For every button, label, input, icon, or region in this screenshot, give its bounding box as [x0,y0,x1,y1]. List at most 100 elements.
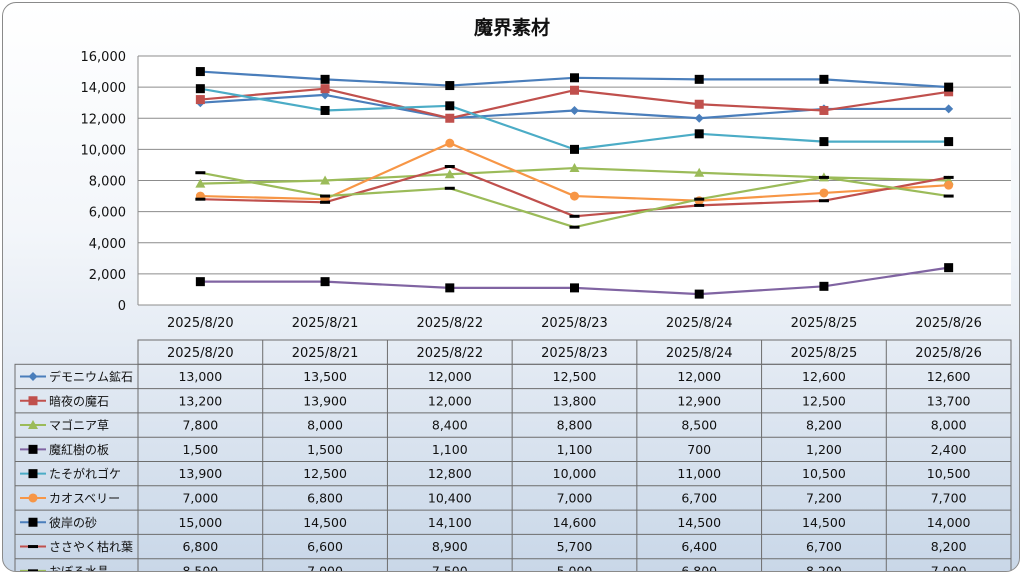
table-header-cell: 2025/8/20 [167,346,234,361]
data-point [195,197,206,201]
data-cell: 12,900 [677,393,721,408]
x-tick-label: 2025/8/20 [167,316,234,331]
data-cell: 6,400 [681,539,717,554]
data-point [569,163,580,173]
series-name: デモニウム鉱石 [49,369,133,384]
data-point [320,175,331,185]
data-point [943,194,954,198]
data-cell: 13,900 [178,466,222,481]
data-point [818,199,829,203]
data-cell: 13,800 [553,393,597,408]
data-cell: 6,700 [681,490,717,505]
data-point [195,178,206,188]
data-cell: 8,500 [182,563,218,572]
data-cell: 1,100 [557,442,593,457]
data-point [570,73,579,83]
data-point [195,171,206,175]
data-cell: 7,000 [931,563,967,572]
data-cell: 7,500 [432,563,468,572]
data-point [819,74,829,84]
series-name: カオスベリー [49,491,120,505]
data-cell: 8,000 [931,418,967,433]
data-point [445,101,455,111]
data-cell: 6,600 [307,539,343,554]
legend-key-marker [28,517,38,527]
data-cell: 14,000 [927,515,971,530]
data-point [570,85,579,95]
data-cell: 10,000 [553,466,597,481]
x-tick-label: 2025/8/22 [416,316,483,331]
line-chart: 0 2,000 4,000 6,000 8,000 10,000 12,000 14,000 1… [14,50,1012,572]
data-cell: 5,000 [557,563,593,572]
data-point [819,188,829,198]
data-cell: 12,000 [428,369,472,384]
data-point [445,138,455,148]
data-cell: 12,600 [802,369,846,384]
legend-key-marker [28,545,38,549]
data-cell: 8,000 [307,418,343,433]
data-point [444,169,455,179]
data-point [570,191,579,201]
series-name: マゴニア草 [49,418,109,433]
table-header-cell: 2025/8/24 [666,346,733,361]
data-point [444,186,455,190]
y-tick-label: 14,000 [81,81,127,96]
y-tick-label: 16,000 [81,50,127,65]
y-tick-label: 0 [118,299,126,314]
data-point [320,74,330,84]
data-point [694,203,705,207]
data-cell: 5,700 [557,539,593,554]
data-cell: 14,500 [677,515,721,530]
data-cell: 8,800 [557,418,593,433]
data-cell: 12,000 [677,369,721,384]
series-name: たそがれゴケ [49,466,121,481]
data-point [944,180,954,190]
data-point [569,225,580,229]
data-cell: 1,100 [432,442,468,457]
legend-key-marker [28,493,38,503]
data-cell: 6,800 [182,539,218,554]
data-cell: 12,000 [428,393,472,408]
data-point [694,74,704,84]
data-cell: 11,000 [677,466,721,481]
y-tick-label: 10,000 [81,143,127,158]
data-cell: 7,000 [307,563,343,572]
legend-key-marker [28,371,38,381]
table-header-cell: 2025/8/22 [416,346,483,361]
data-point [944,263,954,273]
table-body-border [14,363,1012,571]
data-point [694,197,705,201]
data-cell: 7,700 [931,490,967,505]
data-point [570,283,579,293]
data-point [195,277,205,287]
data-cell: 13,700 [927,393,971,408]
data-cell: 8,500 [681,418,717,433]
table-header-cell: 2025/8/25 [791,346,858,361]
series-name: ささやく枯れ葉 [49,539,133,554]
data-point [944,137,954,147]
table-header-cell: 2025/8/26 [915,346,982,361]
data-point [819,137,829,147]
series-name: 彼岸の砂 [49,516,97,530]
data-cell: 14,500 [802,515,846,530]
data-point [944,82,954,92]
data-point [694,129,704,139]
data-point [694,99,704,109]
data-cell: 14,500 [303,515,347,530]
data-point [195,67,205,77]
data-cell: 13,000 [178,369,222,384]
data-cell: 10,400 [428,490,472,505]
data-cell: 14,600 [553,515,597,530]
data-cell: 12,800 [428,466,472,481]
data-point [694,113,704,123]
data-point [694,167,705,177]
data-cell: 12,500 [553,369,597,384]
data-cell: 8,400 [432,418,468,433]
data-point [320,105,330,115]
data-cell: 7,800 [182,418,218,433]
table-header-cell: 2025/8/21 [292,346,359,361]
data-cell: 1,500 [307,442,343,457]
data-point [818,175,829,179]
data-cell: 7,000 [557,490,593,505]
